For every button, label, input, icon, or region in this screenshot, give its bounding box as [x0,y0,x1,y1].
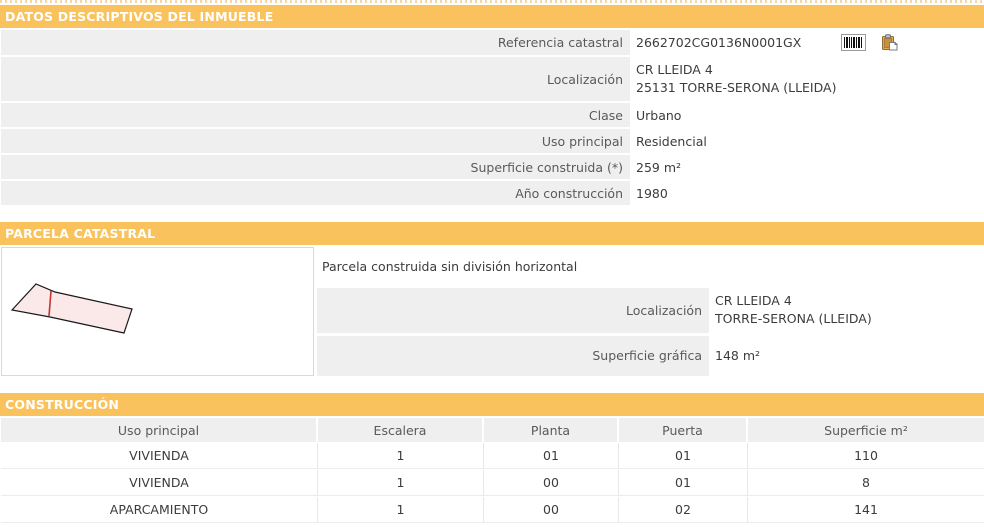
built-area-value: 259 m² [636,159,682,175]
row-label: Superficie construida (*) [1,155,630,180]
section-header-construction: CONSTRUCCIÓN [0,393,984,417]
table-row-parcel-superficie: Superficie gráfica 148 m² [317,335,984,377]
row-label: Año construcción [1,181,630,206]
row-value-cell: 2662702CG0136N0001GX [630,30,984,55]
cell-uso: VIVIENDA [1,470,318,497]
column-header-escalera: Escalera [318,418,484,443]
cell-uso: APARCAMIENTO [1,497,318,524]
row-value-cell: 148 m² [709,335,984,377]
table-row-parcel-localizacion: Localización CR LLEIDA 4 TORRE-SERONA (L… [317,288,984,333]
cell-puerta: 01 [619,470,748,497]
row-value-cell: CR LLEIDA 4 25131 TORRE-SERONA (LLEIDA) [630,57,984,102]
parcel-address-value: CR LLEIDA 4 TORRE-SERONA (LLEIDA) [715,293,872,327]
row-label: Localización [1,57,630,102]
cell-puerta: 01 [619,443,748,470]
cell-escalera: 1 [318,443,484,470]
cell-superficie: 8 [748,470,984,497]
cell-planta: 00 [484,497,619,524]
section-property-data: DATOS DESCRIPTIVOS DEL INMUEBLE Referenc… [0,5,984,206]
table-row-localizacion: Localización CR LLEIDA 4 25131 TORRE-SER… [1,57,984,102]
row-label: Referencia catastral [1,30,630,55]
section-header-parcel: PARCELA CATASTRAL [0,222,984,246]
clipboard-icon[interactable] [881,34,899,51]
column-header-uso-principal: Uso principal [1,418,318,443]
table-row-clase: Clase Urbano [1,103,984,128]
parcel-note: Parcela construida sin división horizont… [317,247,984,286]
column-header-superficie: Superficie m² [748,418,984,443]
row-value-cell: CR LLEIDA 4 TORRE-SERONA (LLEIDA) [709,288,984,333]
table-row-referencia: Referencia catastral 2662702CG0136N0001G… [1,30,984,55]
row-label: Superficie gráfica [317,335,709,377]
parcel-outline-drawing [10,283,133,334]
row-value-cell: Urbano [630,103,984,128]
section-parcel: PARCELA CATASTRAL Parcela construida sin… [0,222,984,377]
cell-superficie: 110 [748,443,984,470]
table-row: VIVIENDA 1 01 01 110 [1,443,984,470]
section-construction: CONSTRUCCIÓN Uso principal Escalera Plan… [0,393,984,527]
row-value-cell: Residencial [630,129,984,154]
table-row-superficie: Superficie construida (*) 259 m² [1,155,984,180]
cell-superficie: 141 [748,497,984,524]
cell-escalera: 1 [318,497,484,524]
page-top-dotted-border [0,0,984,3]
section-header-property: DATOS DESCRIPTIVOS DEL INMUEBLE [0,5,984,28]
main-use-value: Residencial [636,133,707,149]
table-row: VIVIENDA 1 00 01 8 [1,470,984,497]
address-value: CR LLEIDA 4 25131 TORRE-SERONA (LLEIDA) [636,62,837,96]
column-header-planta: Planta [484,418,619,443]
construction-year-value: 1980 [636,185,668,201]
column-header-puerta: Puerta [619,418,748,443]
parcel-map[interactable] [1,247,314,377]
cadastral-reference-value: 2662702CG0136N0001GX [636,35,802,50]
row-value-cell: 259 m² [630,155,984,180]
row-label: Uso principal [1,129,630,154]
table-row-uso-principal: Uso principal Residencial [1,129,984,154]
table-row-ano-construccion: Año construcción 1980 [1,181,984,206]
row-label: Clase [1,103,630,128]
graphic-area-value: 148 m² [715,348,761,364]
construction-table-header: Uso principal Escalera Planta Puerta Sup… [1,418,984,443]
class-value: Urbano [636,107,682,123]
cell-planta: 01 [484,443,619,470]
row-label: Localización [317,288,709,333]
cell-escalera: 1 [318,470,484,497]
barcode-icon[interactable] [841,34,867,51]
cell-uso: VIVIENDA [1,443,318,470]
cell-puerta: 02 [619,497,748,524]
parcel-details: Parcela construida sin división horizont… [317,247,984,377]
table-row: APARCAMIENTO 1 00 02 141 [1,497,984,524]
row-value-cell: 1980 [630,181,984,206]
bottom-clipped-row-edge [0,523,984,527]
cell-planta: 00 [484,470,619,497]
parcel-body: Parcela construida sin división horizont… [0,247,984,377]
